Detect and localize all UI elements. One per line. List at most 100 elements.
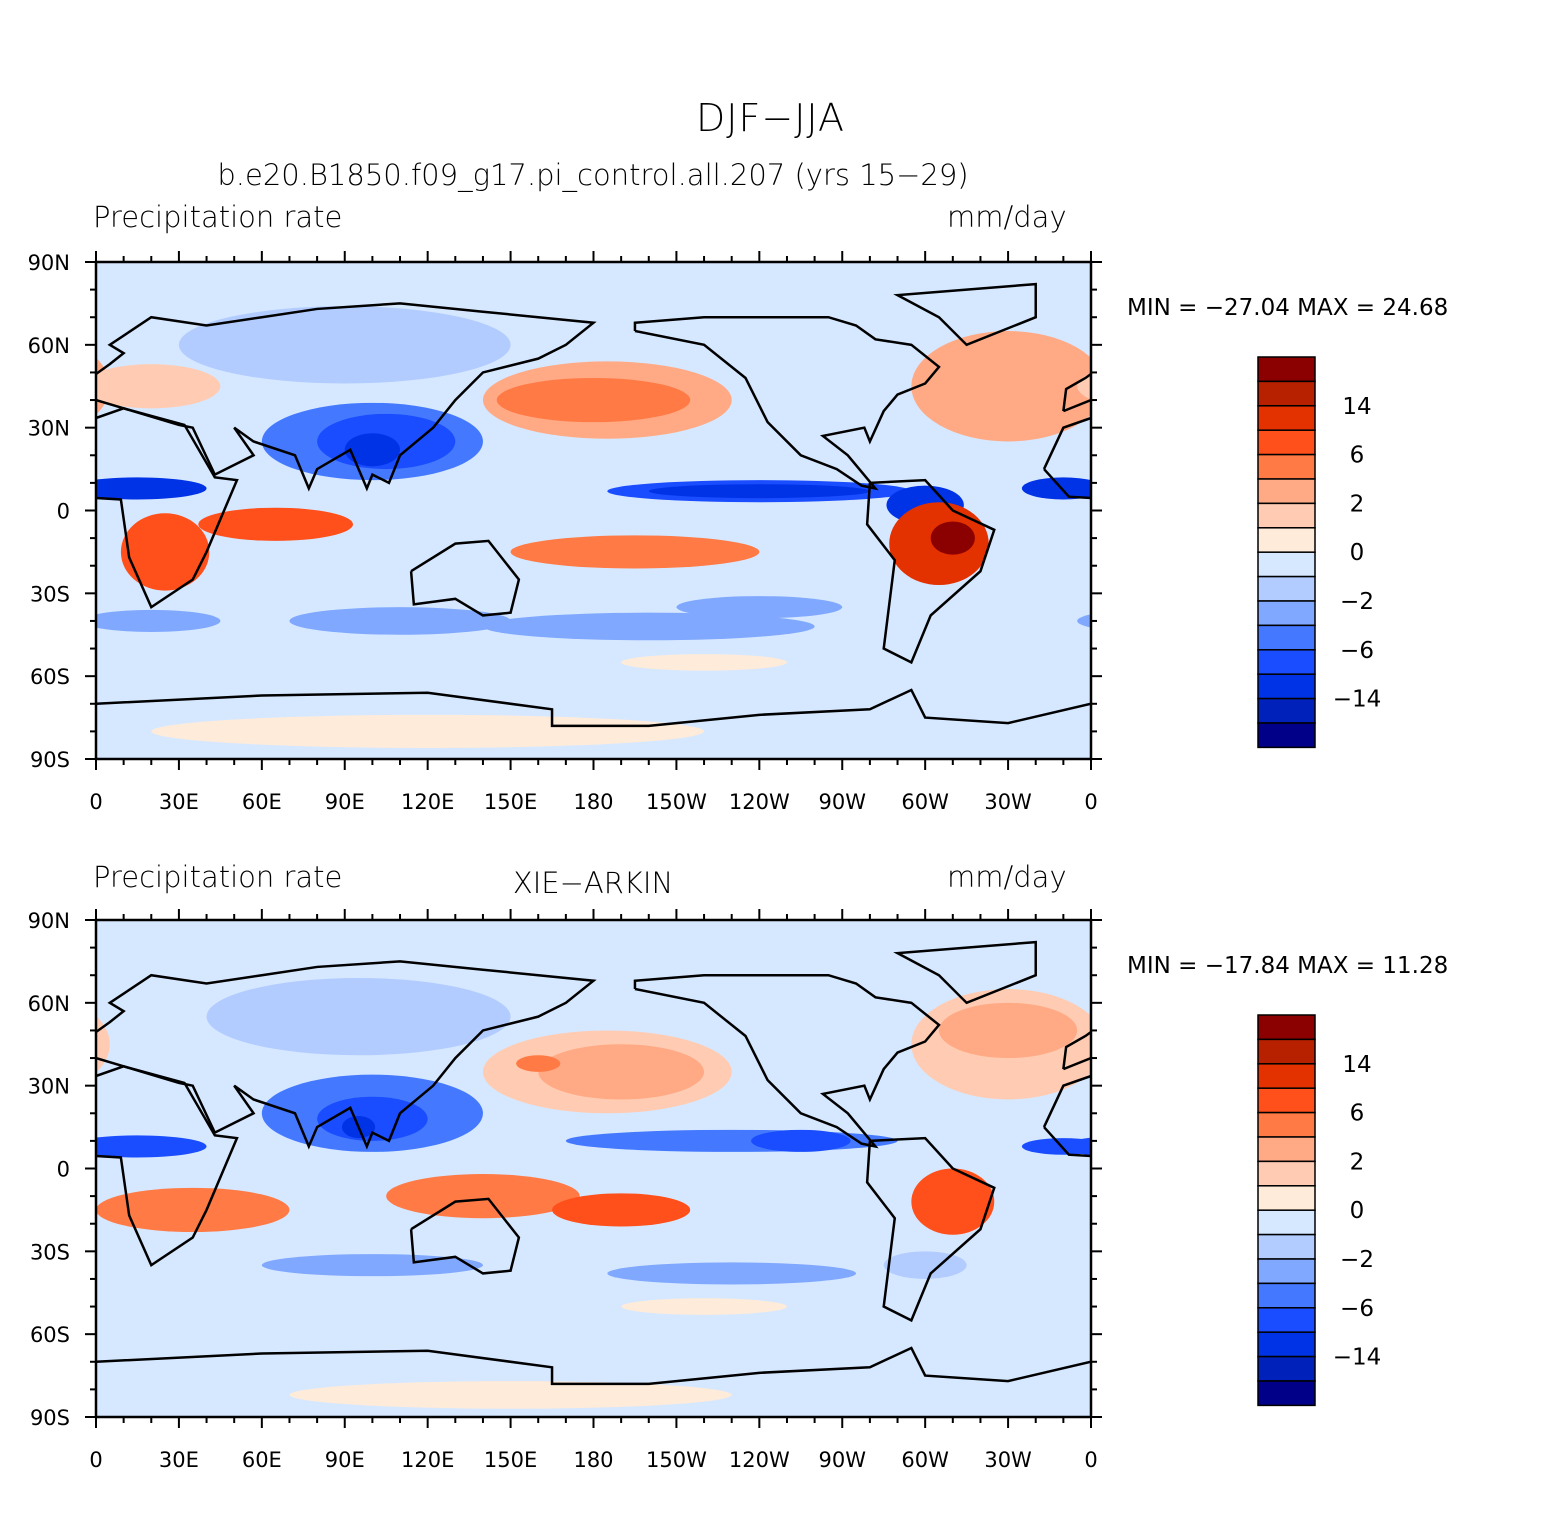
colorbar-label: 0 [1350, 1198, 1365, 1224]
lon-tick-label: 120W [729, 790, 790, 814]
lat-tick-label: 90S [30, 1406, 70, 1430]
lat-tick-label: 60N [28, 334, 70, 358]
colorbar-label: −2 [1340, 1247, 1374, 1273]
contour-region [1202, 978, 1506, 1055]
colorbar-label: 14 [1342, 1052, 1371, 1078]
lon-tick-label: 150W [646, 790, 707, 814]
colorbar-box [1257, 1331, 1316, 1358]
lon-tick-label: 0 [1084, 790, 1097, 814]
contour-region [516, 1055, 561, 1072]
colorbar-box [1257, 551, 1316, 578]
contour-region [552, 1193, 691, 1227]
contour-region [930, 521, 975, 555]
map-panel-2: 0 30E 60E 90E 120E 150E 180 150W 120W 90W 60W 30W 09… [28, 909, 1541, 1472]
colorbar-label: −6 [1340, 638, 1374, 664]
contour-region [386, 1174, 580, 1219]
coastline [409, 1197, 521, 1275]
contour-region [1077, 373, 1091, 400]
colorbar-box [1257, 673, 1316, 700]
contour-region [289, 1381, 732, 1409]
lon-tick-label: 30E [159, 790, 199, 814]
contour-region [1381, 1174, 1541, 1218]
contour-region [482, 612, 815, 641]
contour-region [496, 377, 691, 423]
lat-tick-label: 30N [28, 1075, 70, 1099]
contour-region [178, 306, 511, 384]
colorbar-box [1257, 527, 1316, 553]
lat-tick-label: 30S [30, 582, 70, 606]
lon-tick-label: 30W [984, 790, 1032, 814]
contour-region [120, 513, 210, 591]
panel1-center-title: b.e20.B1850.f09_g17.pi_control.all.207 (… [217, 158, 969, 192]
coastline [633, 315, 941, 491]
coastline [893, 940, 1037, 1005]
contour-region [1174, 306, 1506, 383]
contour-region [1340, 433, 1395, 466]
colorbar-label: 6 [1350, 443, 1365, 469]
colorbar-box [1257, 575, 1316, 602]
contour-region [883, 1251, 967, 1279]
lon-tick-label: 90E [325, 1448, 365, 1472]
colorbar-box [1257, 600, 1316, 627]
colorbar-box [1257, 1014, 1316, 1041]
contour-region [1492, 378, 1541, 422]
lat-tick-label: 0 [57, 500, 70, 524]
contour-region [1284, 607, 1505, 635]
colorbar-label: 2 [1350, 1149, 1365, 1175]
lon-tick-label: 90E [325, 790, 365, 814]
contour-region [206, 977, 511, 1056]
lat-tick-label: 60N [28, 992, 70, 1016]
colorbar-box [1257, 1233, 1316, 1260]
colorbar-box [1257, 1111, 1316, 1138]
contour-region [96, 364, 221, 409]
lon-tick-label: 60W [901, 1448, 949, 1472]
contour-region [751, 1129, 851, 1152]
contour-region [1312, 1097, 1423, 1141]
coastline [96, 302, 597, 492]
contour-region [198, 507, 354, 541]
contour-region [648, 484, 870, 499]
lon-tick-label: 60E [242, 1448, 282, 1472]
coastline [633, 973, 941, 1149]
map-panel-1: 0 30E 60E 90E 120E 150E 180 150W 120W 90W 60W 30W 09… [28, 251, 1541, 814]
contour-region [621, 1298, 787, 1315]
panel2-min-max: MIN = −17.84 MAX = 11.28 [1127, 953, 1449, 979]
contour-region [96, 1135, 207, 1158]
contour-region [510, 535, 760, 569]
contour-region [1077, 614, 1091, 628]
lat-tick-label: 30N [28, 417, 70, 441]
lon-tick-label: 120E [401, 1448, 454, 1472]
contour-region [1021, 477, 1091, 500]
lon-tick-label: 30E [159, 1448, 199, 1472]
contour-region [96, 609, 221, 632]
panel1-right-title: mm/day [947, 200, 1067, 234]
lon-tick-label: 60W [901, 790, 949, 814]
colorbar-box [1257, 1307, 1316, 1333]
contour-region [676, 596, 843, 619]
coastline [96, 960, 597, 1150]
contour-region [96, 1187, 290, 1233]
colorbar-label: 0 [1350, 540, 1365, 566]
lat-tick-label: 60S [30, 665, 70, 689]
colorbar-label: 14 [1342, 394, 1371, 420]
contour-region [1533, 1044, 1541, 1099]
contour-region [96, 477, 207, 500]
lon-tick-label: 150E [484, 1448, 537, 1472]
coastline [865, 1136, 996, 1323]
colorbar-box [1257, 624, 1316, 651]
panel1-min-max: MIN = −27.04 MAX = 24.68 [1127, 295, 1449, 321]
lat-tick-label: 90N [28, 909, 70, 933]
lon-tick-label: 180 [573, 790, 613, 814]
colorbar-box [1257, 1063, 1316, 1089]
coastline [1406, 1199, 1514, 1274]
contour-region [911, 1168, 995, 1235]
lon-tick-label: 120W [729, 1448, 790, 1472]
colorbar-box [1257, 356, 1316, 383]
contour-region [1478, 1030, 1541, 1113]
colorbar-label: −14 [1333, 687, 1382, 713]
panel1-left-title: Precipitation rate [93, 200, 343, 234]
coastline [1090, 1360, 1091, 1362]
contour-region [1146, 715, 1541, 748]
lon-tick-label: 90W [819, 790, 867, 814]
lat-tick-label: 60S [30, 1323, 70, 1347]
